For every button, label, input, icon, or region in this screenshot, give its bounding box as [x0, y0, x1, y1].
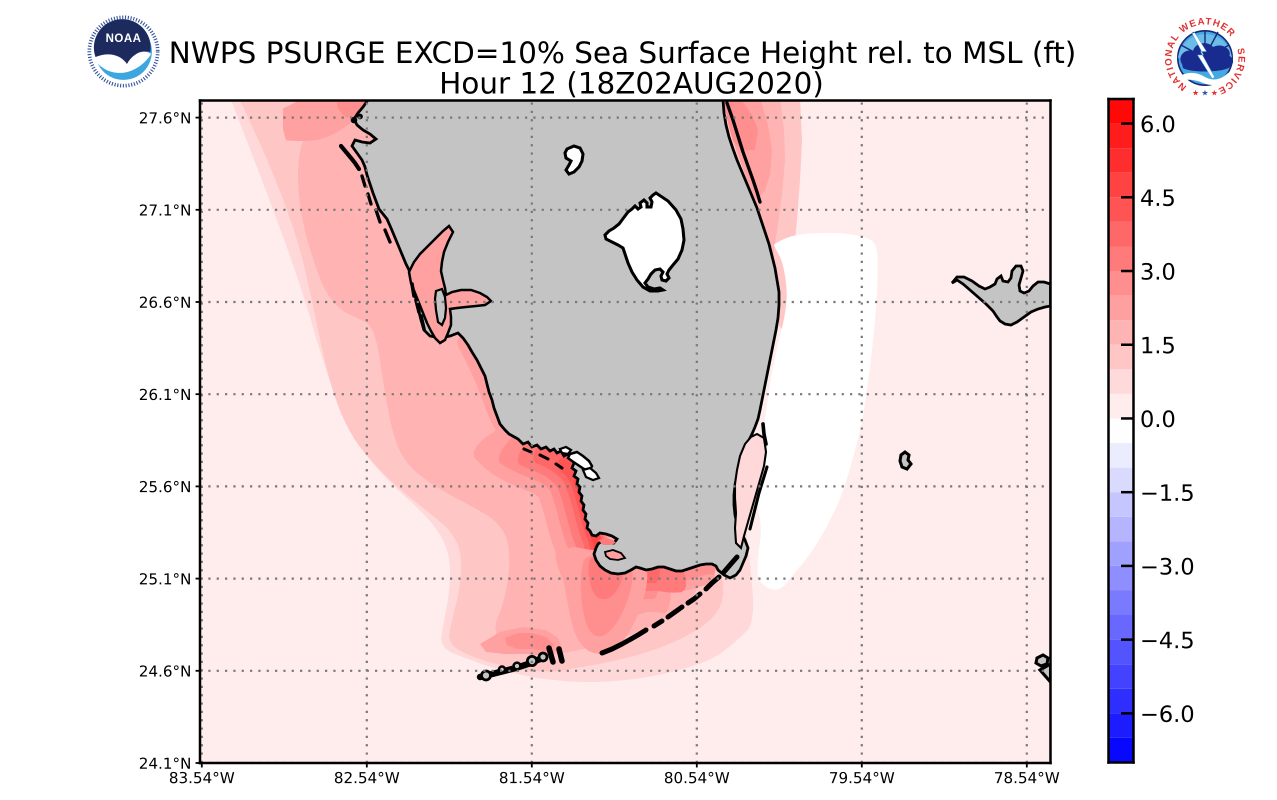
svg-text:NOAA: NOAA — [106, 33, 142, 45]
svg-text:★ ★ ★: ★ ★ ★ — [1192, 89, 1218, 98]
